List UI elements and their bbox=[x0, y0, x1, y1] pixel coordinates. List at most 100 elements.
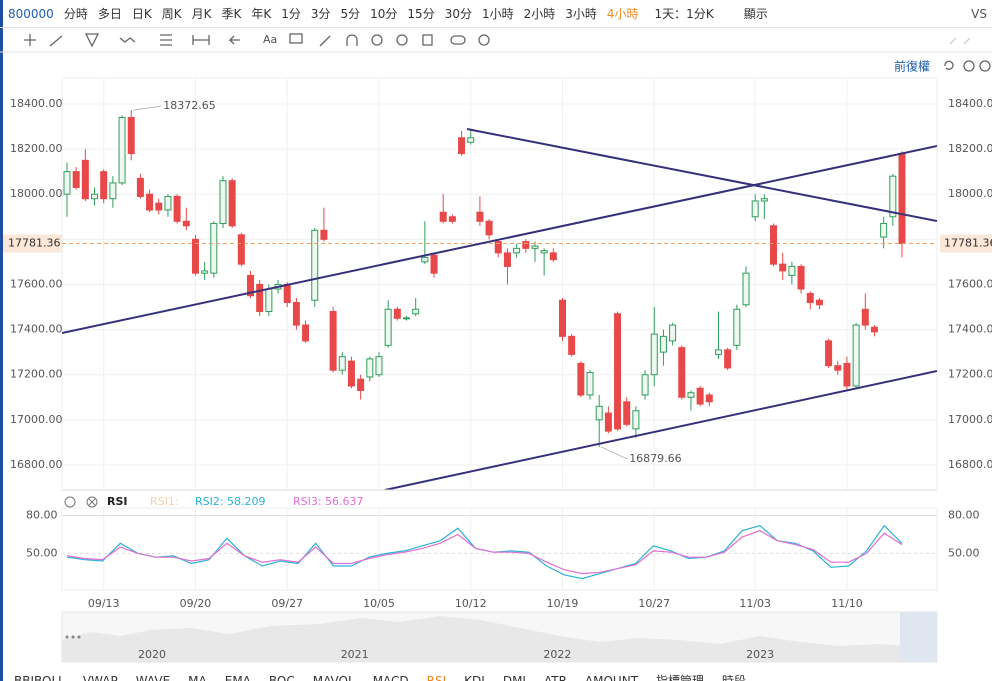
candle-body bbox=[568, 335, 576, 355]
toggle-icon[interactable] bbox=[450, 35, 466, 45]
indicator-tab[interactable]: MAVOL bbox=[312, 674, 355, 681]
candle-body bbox=[283, 283, 291, 304]
x-tick-label: 11/10 bbox=[831, 597, 863, 610]
pen-icon[interactable] bbox=[319, 35, 331, 47]
timeframe[interactable]: 多日 bbox=[97, 7, 122, 21]
rsi-close-x[interactable] bbox=[88, 498, 96, 506]
timeframe[interactable]: 15分 bbox=[407, 7, 435, 21]
y-tick-label: 18400.00 bbox=[10, 97, 63, 110]
indicator-tab[interactable]: 指標管理 bbox=[656, 674, 705, 681]
candle-body bbox=[577, 362, 585, 396]
indicator-tab[interactable]: DMI bbox=[502, 674, 526, 681]
timeframe[interactable]: 30分 bbox=[444, 7, 472, 21]
candle-body bbox=[439, 211, 447, 222]
display-menu[interactable]: 顯示 bbox=[743, 7, 768, 21]
y-tick-label: 16800.00 bbox=[10, 458, 63, 471]
indicator-name[interactable]: RSI bbox=[107, 495, 128, 508]
candle-body bbox=[458, 137, 466, 155]
wave-tool-icon[interactable] bbox=[119, 37, 136, 43]
candle-body bbox=[870, 326, 878, 333]
zoom-in-icon[interactable] bbox=[979, 60, 991, 72]
timeframe[interactable]: 5分 bbox=[340, 7, 361, 21]
line-tool-icon[interactable] bbox=[49, 35, 63, 47]
candle-body bbox=[247, 274, 255, 297]
low-annotation: 16879.66 bbox=[629, 452, 682, 465]
candle-body bbox=[714, 349, 722, 355]
timeframe[interactable]: 分時 bbox=[63, 7, 88, 21]
y-tick-label-right: 18200.00 bbox=[948, 142, 992, 155]
drawing-tools[interactable] bbox=[24, 33, 991, 72]
indicator-tab[interactable]: WAVE bbox=[135, 674, 171, 681]
candle-body bbox=[384, 308, 392, 346]
rsi-settings-icon[interactable] bbox=[64, 496, 76, 508]
adjust-mode[interactable]: 前復權 bbox=[894, 59, 930, 74]
timeframe[interactable]: 日K bbox=[131, 7, 152, 21]
period-select[interactable]: 1天：1分K bbox=[654, 7, 714, 21]
legend-value: 58.209 bbox=[227, 495, 266, 508]
timeframe[interactable]: 2小時 bbox=[523, 7, 556, 21]
rsi-plot: 09/13 09/20 09/27 10/05 10/12 10/19 10/27 11/03… bbox=[26, 495, 980, 610]
magnet-icon[interactable] bbox=[346, 34, 358, 46]
indicator-tab[interactable]: BOC bbox=[268, 674, 295, 681]
trash-icon[interactable] bbox=[422, 34, 433, 46]
legend-name[interactable]: RSI2: bbox=[195, 495, 224, 508]
note-icon[interactable] bbox=[289, 33, 303, 44]
trend-line bbox=[62, 145, 937, 334]
timeframe[interactable]: 季K bbox=[221, 7, 242, 21]
settings-icon[interactable] bbox=[478, 34, 490, 46]
candle-body bbox=[320, 229, 328, 240]
candle-body bbox=[118, 116, 126, 184]
indicator-tabs: BBIBOLL VWAP WAVE MA EMA BOC MAVOL MACD RSI KDJ DM… bbox=[14, 672, 992, 681]
undo-redo-icon[interactable] bbox=[949, 37, 971, 45]
indicator-tab[interactable]: ATR bbox=[543, 674, 567, 681]
arrow-icon[interactable] bbox=[228, 35, 240, 45]
timeframe[interactable]: 月K bbox=[191, 7, 212, 21]
indicator-tab[interactable]: MA bbox=[188, 674, 207, 681]
indicator-tab[interactable]: EMA bbox=[224, 674, 251, 681]
indicator-tab[interactable]: KDJ bbox=[464, 674, 485, 681]
fib-tool-icon[interactable] bbox=[160, 34, 172, 46]
indicator-tab[interactable]: MACD bbox=[372, 674, 409, 681]
navigator-handle[interactable] bbox=[65, 635, 81, 639]
zoom-out-icon[interactable] bbox=[963, 60, 975, 72]
candle-body bbox=[127, 116, 135, 155]
y-tick-label-right: 16800.00 bbox=[948, 458, 992, 471]
timeframe[interactable]: 周K bbox=[161, 7, 182, 21]
timeframe[interactable]: 3分 bbox=[310, 7, 331, 21]
rsi-close-icon[interactable] bbox=[86, 496, 98, 508]
hide-icon[interactable] bbox=[396, 34, 408, 46]
indicator-tab[interactable]: 時段 bbox=[722, 674, 747, 681]
candle-body bbox=[347, 360, 355, 387]
timeframe[interactable]: 年K bbox=[251, 7, 272, 21]
legend-name[interactable]: RSI3: bbox=[293, 495, 322, 508]
candle-body bbox=[219, 180, 227, 225]
crosshair-icon[interactable] bbox=[24, 34, 36, 46]
indicator-tab[interactable]: BBIBOLL bbox=[14, 674, 65, 681]
candle-body bbox=[366, 358, 374, 378]
rsi-controls[interactable] bbox=[64, 496, 98, 508]
channel-tool-icon[interactable] bbox=[84, 33, 100, 48]
timeframe[interactable]: 10分 bbox=[370, 7, 398, 21]
timeframe[interactable]: 3小時 bbox=[565, 7, 597, 21]
indicator-tab[interactable]: RSI bbox=[426, 674, 447, 681]
lock-icon[interactable] bbox=[371, 34, 383, 46]
candle-body bbox=[632, 410, 640, 430]
text-tool[interactable]: Aa bbox=[263, 33, 277, 46]
navigator-selection[interactable] bbox=[900, 612, 937, 662]
legend-inactive[interactable]: RSI1: bbox=[150, 495, 179, 508]
candle-body bbox=[311, 229, 319, 301]
year-label: 2023 bbox=[746, 648, 774, 661]
indicator-tab[interactable]: AMOUNT bbox=[584, 674, 639, 681]
timeframe[interactable]: 4小時 bbox=[606, 7, 639, 21]
indicator-tab[interactable]: VWAP bbox=[82, 674, 118, 681]
price-tag-bg bbox=[940, 234, 992, 253]
measure-icon[interactable] bbox=[192, 35, 210, 45]
symbol[interactable]: 800000 bbox=[8, 6, 54, 21]
timeframe[interactable]: 1分 bbox=[281, 7, 301, 21]
compare[interactable]: VS bbox=[971, 6, 987, 21]
candle-body bbox=[91, 193, 99, 200]
candle-body bbox=[375, 356, 383, 376]
candle-body bbox=[292, 302, 300, 326]
timeframe[interactable]: 1小時 bbox=[481, 7, 514, 21]
reset-icon[interactable] bbox=[944, 60, 954, 70]
